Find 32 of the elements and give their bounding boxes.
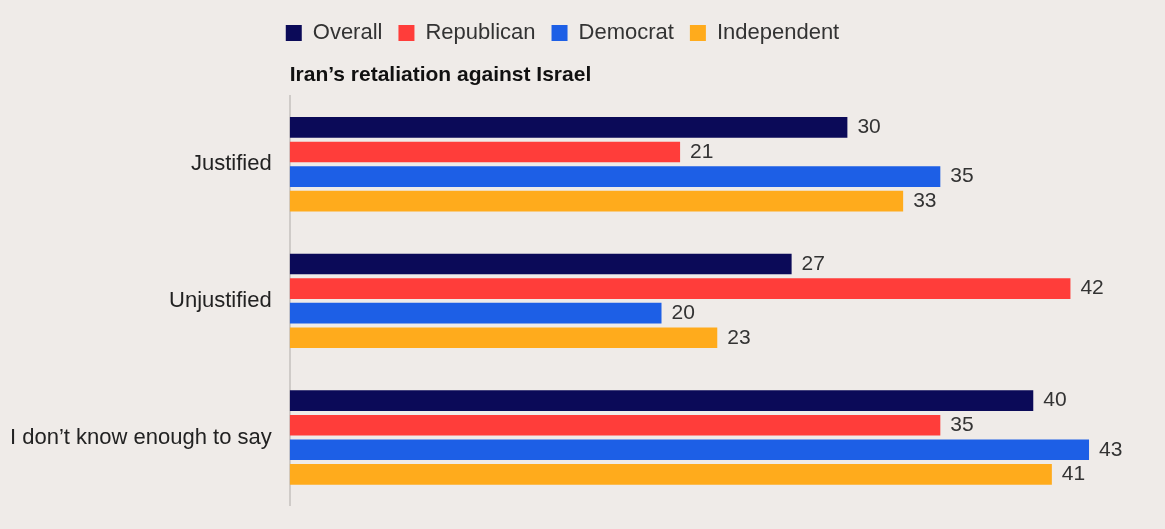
data-label: 23 bbox=[727, 324, 751, 348]
y-tick-label: Unjustified bbox=[169, 286, 272, 312]
bar bbox=[289, 166, 941, 187]
legend-label: Independent bbox=[716, 19, 840, 45]
bar bbox=[289, 390, 1034, 411]
data-label: 21 bbox=[690, 138, 714, 162]
bar bbox=[289, 464, 1052, 485]
data-label: 30 bbox=[857, 114, 881, 138]
legend-label: Democrat bbox=[578, 19, 674, 45]
bar bbox=[289, 253, 792, 275]
bar bbox=[289, 414, 941, 436]
y-tick-label: I don’t know enough to say bbox=[10, 423, 272, 449]
data-label: 27 bbox=[801, 250, 825, 274]
bar bbox=[289, 141, 681, 163]
legend-label: Overall bbox=[312, 19, 383, 45]
data-label: 43 bbox=[1099, 436, 1123, 460]
data-label: 41 bbox=[1061, 461, 1086, 485]
bar bbox=[289, 302, 662, 324]
data-label: 20 bbox=[671, 299, 695, 323]
bar bbox=[289, 327, 718, 349]
bar bbox=[289, 278, 1071, 299]
data-label: 42 bbox=[1080, 275, 1104, 299]
data-label: 40 bbox=[1043, 387, 1067, 411]
data-label: 33 bbox=[913, 187, 937, 211]
legend-label: Republican bbox=[425, 19, 536, 45]
data-label: 35 bbox=[950, 412, 974, 435]
chart-title: Iran’s retaliation against Israel bbox=[289, 62, 592, 86]
data-label: 35 bbox=[950, 163, 974, 187]
bar bbox=[289, 190, 904, 212]
y-tick-label: Justified bbox=[191, 150, 272, 176]
bar bbox=[289, 439, 1090, 461]
bar bbox=[289, 117, 848, 138]
